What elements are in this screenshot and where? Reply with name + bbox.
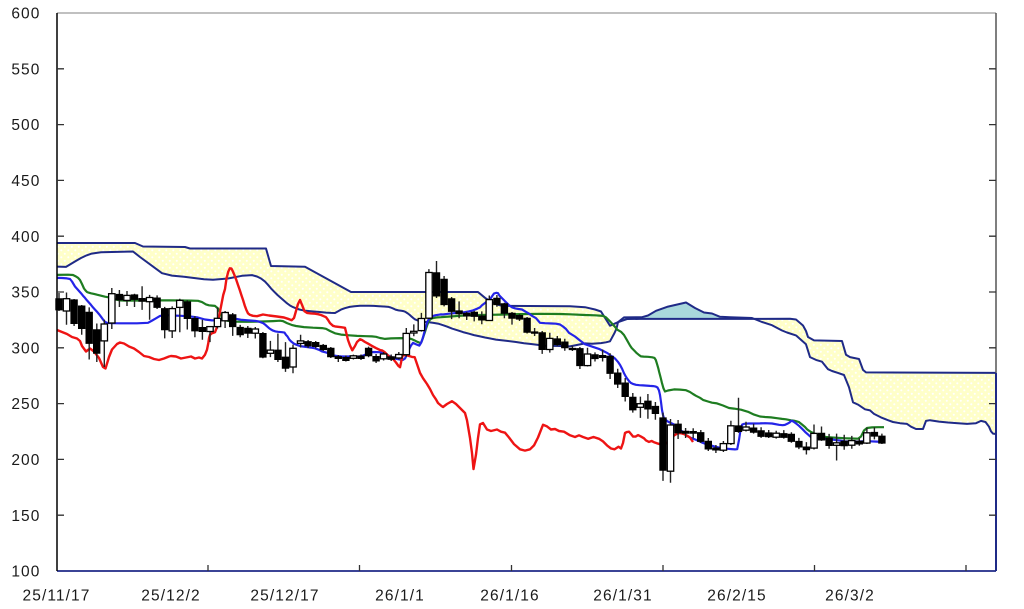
svg-text:350: 350 <box>11 285 40 302</box>
svg-text:26/1/1: 26/1/1 <box>375 587 425 604</box>
svg-text:550: 550 <box>11 61 40 78</box>
svg-text:250: 250 <box>11 396 40 413</box>
svg-text:450: 450 <box>11 173 40 190</box>
svg-text:25/12/2: 25/12/2 <box>141 587 200 604</box>
svg-text:26/1/31: 26/1/31 <box>593 587 652 604</box>
svg-text:500: 500 <box>11 117 40 134</box>
svg-text:26/1/16: 26/1/16 <box>480 587 539 604</box>
svg-text:26/2/15: 26/2/15 <box>707 587 766 604</box>
svg-text:600: 600 <box>11 6 40 23</box>
svg-text:150: 150 <box>11 508 40 525</box>
svg-text:25/12/17: 25/12/17 <box>250 587 319 604</box>
svg-text:25/11/17: 25/11/17 <box>23 587 91 604</box>
svg-text:100: 100 <box>11 564 40 581</box>
svg-text:400: 400 <box>11 229 40 246</box>
svg-text:300: 300 <box>11 340 40 357</box>
svg-text:200: 200 <box>11 452 40 469</box>
svg-text:26/3/2: 26/3/2 <box>825 587 875 604</box>
